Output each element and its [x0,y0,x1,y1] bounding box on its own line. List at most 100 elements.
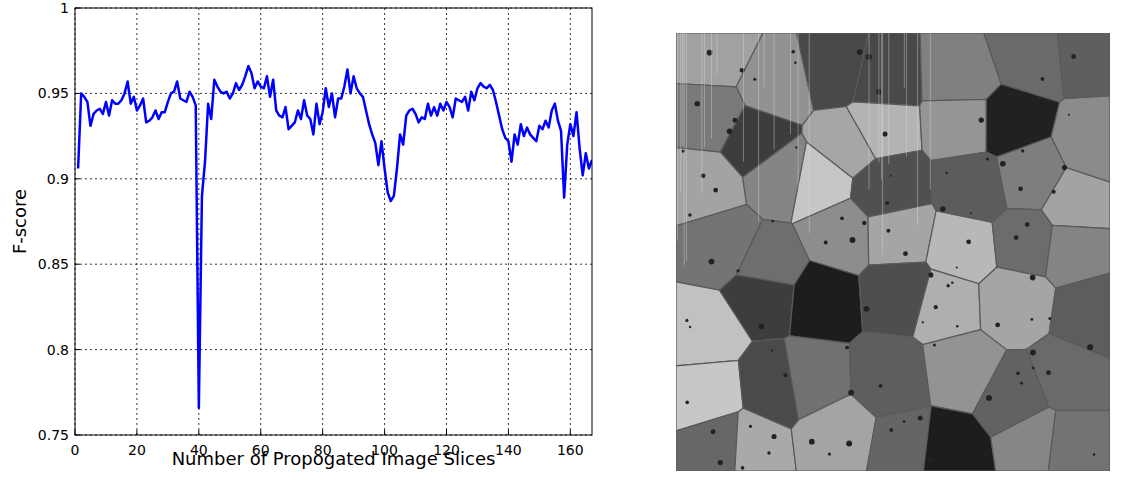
scan-streak [677,33,678,241]
pore [922,321,924,323]
scan-streak [917,33,918,225]
scan-streak [790,33,791,134]
pore [685,319,688,322]
pore [970,212,972,214]
y-tick [75,349,80,350]
pore [1030,275,1036,281]
pore [771,220,774,223]
grid-line-x [508,8,509,435]
pore [1032,367,1035,370]
grain [792,198,868,275]
x-tick [508,430,509,435]
pore [1035,106,1037,108]
y-tick [75,93,80,94]
pore [1024,115,1026,117]
grid-line-y [75,93,592,94]
ticks: 0204060801001201401600.750.80.850.90.951 [38,0,584,458]
pore [862,221,866,225]
scan-streak [682,33,683,145]
pore [791,50,795,54]
pore [885,201,889,205]
grain [991,407,1056,471]
pore [1068,114,1070,116]
scan-streak [882,33,883,255]
pore [863,306,869,312]
x-tick [384,430,385,435]
pore [795,146,797,148]
x-tick [260,430,261,435]
pore [879,384,883,388]
pore [1052,190,1056,194]
pore [828,453,831,456]
pore [956,266,958,268]
grid-line-x [260,8,261,435]
pore [846,441,852,447]
scan-streak [680,33,681,193]
scan-streak [686,33,687,261]
x-tick [322,430,323,435]
pore [709,259,715,265]
grain [1048,410,1110,471]
pore [1016,371,1020,375]
grid [75,8,592,435]
scan-streak [906,33,907,157]
grain [853,33,922,106]
y-axis-title: F-score [9,189,30,254]
pore [889,428,893,432]
f-score-line [78,66,592,408]
grain [867,406,932,471]
pore [759,324,765,330]
pore [1014,235,1019,240]
pore [986,395,992,401]
pore [771,434,776,439]
pore [771,349,773,351]
pore [1062,165,1067,170]
pore [946,284,949,287]
pore [979,117,984,122]
pore [1087,344,1093,350]
y-tick-label: 0.95 [38,85,69,101]
pore [886,229,890,233]
scan-streak [798,33,799,187]
pore [918,415,923,420]
pore [890,175,892,177]
pore [1000,161,1006,167]
pore [1071,54,1076,59]
pore [718,460,723,465]
pore [928,458,933,463]
series [78,66,592,408]
pore [685,401,689,405]
scan-streak [930,33,931,190]
pore [1041,77,1045,81]
scan-streak [774,33,775,150]
pore [711,429,716,434]
pore [713,188,718,193]
pore [951,281,953,283]
pore [995,323,1000,328]
grain [868,204,936,266]
pore [1018,186,1023,191]
pore [1048,317,1051,320]
pore [940,206,946,212]
grain [923,406,995,471]
pore [741,466,745,470]
grid-line-x [384,8,385,435]
pore [767,451,771,455]
grain [846,102,922,159]
pore [733,118,738,123]
x-tick-label: 0 [71,442,80,458]
y-tick [75,178,80,179]
pore [694,101,699,106]
scan-streak [869,33,870,189]
grain [676,412,738,471]
pore [840,216,844,220]
pore [753,78,756,81]
pore [986,157,989,160]
pore [809,439,815,445]
grain [920,99,987,160]
micrograph [676,33,1110,471]
page: 0204060801001201401600.750.80.850.90.951… [0,0,1133,493]
scan-streak [809,33,810,233]
pore [966,239,971,244]
x-tick-label: 140 [495,442,522,458]
